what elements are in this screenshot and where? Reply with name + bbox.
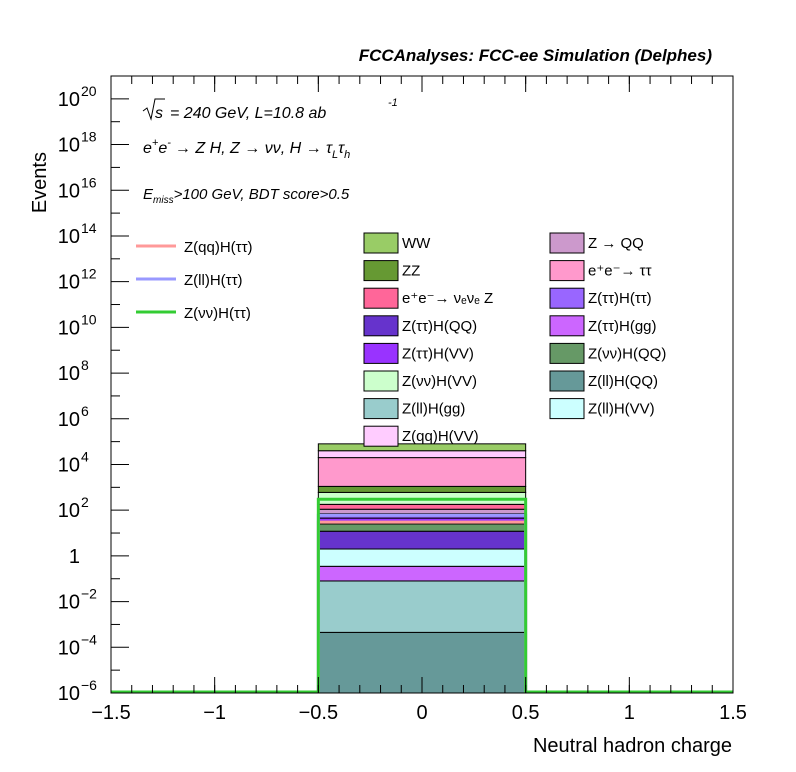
- y-tick-exponent: 2: [81, 494, 89, 510]
- legend-label: Z(qq)H(ττ): [184, 239, 253, 256]
- y-tick-label: 10: [58, 637, 80, 659]
- signal-lines: [111, 497, 733, 694]
- y-tick-label: 10: [58, 317, 80, 339]
- legend-label: e⁺e⁻→ ττ: [588, 263, 652, 280]
- bar-segment: [317, 530, 527, 550]
- legend-swatch: [549, 315, 585, 337]
- x-tick-label: 0: [416, 702, 427, 724]
- bar-segment: [317, 508, 527, 515]
- y-tick-label: 10: [58, 272, 80, 294]
- legend-swatch: [549, 260, 585, 282]
- bar-segment: [317, 523, 527, 532]
- legend-swatch: [549, 342, 585, 364]
- y-tick-exponent: 12: [81, 266, 97, 282]
- stacked-bars: [317, 443, 527, 694]
- legend-swatch: [363, 315, 399, 337]
- bar-segment: [317, 503, 527, 510]
- legend-label: Z(ll)H(ττ): [184, 272, 243, 289]
- legend-swatch: [549, 370, 585, 392]
- legend-label: Z(ττ)H(ττ): [588, 290, 652, 307]
- x-tick-label: 1.5: [719, 702, 747, 724]
- x-tick-label: 1: [624, 702, 635, 724]
- y-tick-label: 1: [69, 546, 80, 568]
- legend-label: ZZ: [402, 263, 420, 280]
- y-tick-label: 10: [58, 180, 80, 202]
- legend-label: e⁺e⁻→ νₑνₑ Z: [402, 290, 493, 307]
- y-tick-exponent: −4: [81, 631, 97, 647]
- legend-label: Z(ττ)H(QQ): [402, 318, 477, 335]
- x-tick-label: −1.5: [91, 702, 130, 724]
- legend-swatch: [363, 287, 399, 309]
- y-tick-exponent: 18: [81, 129, 97, 145]
- y-tick-label: 10: [58, 363, 80, 385]
- legend-label: Z(νν)H(VV): [402, 373, 477, 390]
- y-tick-exponent: 16: [81, 174, 97, 190]
- chart-title: FCCAnalyses: FCC-ee Simulation (Delphes): [359, 46, 713, 65]
- annotation-sqrt-s: s = 240 GeV, L=10.8 ab -1: [142, 97, 398, 122]
- y-tick-exponent: −6: [81, 677, 97, 693]
- bar-segment: [317, 548, 527, 567]
- legend-swatch: [549, 232, 585, 254]
- x-axis-label: Neutral hadron charge: [533, 735, 732, 757]
- bar-segment: [317, 443, 527, 452]
- annotation-cuts: Emiss>100 GeV, BDT score>0.5: [143, 186, 350, 206]
- bar-segment: [317, 580, 527, 633]
- legend-label: Z(qq)H(VV): [402, 428, 479, 445]
- y-tick-label: 10: [58, 226, 80, 248]
- y-tick-exponent: 6: [81, 403, 89, 419]
- legend-label: Z(ττ)H(VV): [402, 345, 474, 362]
- legend-swatch: [363, 398, 399, 420]
- y-tick-exponent: 20: [81, 83, 97, 99]
- legend-label: Z(ll)H(gg): [402, 401, 465, 418]
- y-axis-label: Events: [29, 152, 51, 213]
- y-tick-exponent: 4: [81, 448, 89, 464]
- y-tick-label: 10: [58, 89, 80, 111]
- bar-segment: [317, 457, 527, 487]
- y-tick-exponent: 14: [81, 220, 97, 236]
- y-tick-label: 10: [58, 500, 80, 522]
- legend-label: Z(ll)H(QQ): [588, 373, 658, 390]
- legend-label: Z(νν)H(ττ): [184, 305, 251, 322]
- svg-text:s: s: [155, 105, 163, 122]
- annotation-process: e+e- → Z H, Z → νν, H → τLτh: [143, 137, 350, 161]
- signal-line: [111, 497, 733, 694]
- legend-label: Z(ττ)H(gg): [588, 318, 657, 335]
- bar-segment: [317, 565, 527, 582]
- legend-swatch: [363, 370, 399, 392]
- svg-text:Emiss>100 GeV, BDT score>0.5: Emiss>100 GeV, BDT score>0.5: [143, 186, 350, 206]
- y-tick-label: 10: [58, 135, 80, 157]
- sqrt-symbol: [142, 98, 165, 121]
- legend-swatch: [363, 260, 399, 282]
- legend-swatch: [549, 398, 585, 420]
- legend-label: Z(ll)H(VV): [588, 401, 655, 418]
- legend-swatch: [363, 425, 399, 447]
- x-tick-label: −1: [203, 702, 226, 724]
- lumi-exponent: -1: [388, 97, 398, 109]
- legend-label: Z(νν)H(QQ): [588, 345, 666, 362]
- legend-swatch: [549, 287, 585, 309]
- y-tick-exponent: 8: [81, 357, 89, 373]
- sqrt-s-text: = 240 GeV, L=10.8 ab: [170, 105, 326, 122]
- legend-label: WW: [402, 235, 431, 252]
- y-tick-label: 10: [58, 409, 80, 431]
- y-tick-label: 10: [58, 592, 80, 614]
- x-tick-label: −0.5: [299, 702, 338, 724]
- legend-swatch: [363, 342, 399, 364]
- legend: Z(qq)H(ττ) Z(ll)H(ττ) Z(νν)H(ττ) WW ZZ e⁺e⁻→ …: [136, 232, 666, 447]
- y-tick-exponent: 10: [81, 311, 97, 327]
- legend-swatch: [363, 232, 399, 254]
- y-tick-exponent: −2: [81, 586, 97, 602]
- svg-text:e+e-→ Z H, Z → νν, H → τLτh: e+e- → Z H, Z → νν, H → τLτh: [143, 137, 350, 161]
- y-tick-label: 10: [58, 683, 80, 705]
- bar-segment: [317, 485, 527, 493]
- y-tick-label: 10: [58, 454, 80, 476]
- bar-segment: [317, 450, 527, 459]
- legend-label: Z → QQ: [588, 235, 644, 252]
- x-tick-label: 0.5: [512, 702, 540, 724]
